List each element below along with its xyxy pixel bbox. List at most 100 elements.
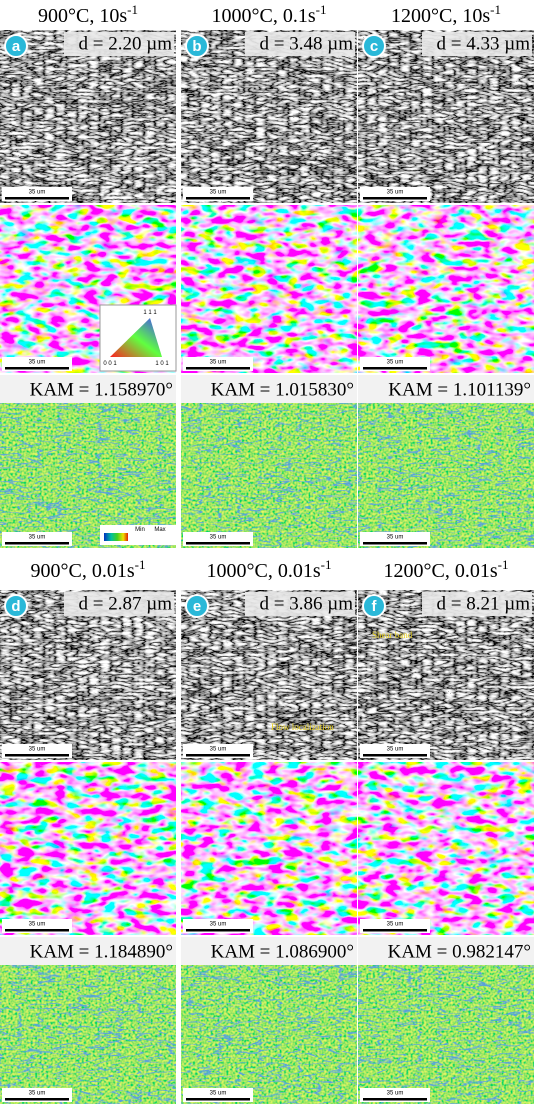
- panel-label: c: [370, 38, 378, 55]
- kam-value: KAM = 1.101139°: [388, 379, 531, 400]
- ipf-legend-label: 0 0 1: [103, 361, 117, 367]
- panel-title-exponent: -1: [321, 557, 332, 572]
- kam-label-bg: [0, 937, 176, 965]
- scale-bar-label: 35 um: [387, 1091, 404, 1097]
- panel-title-text: 900°C, 0.01s: [31, 560, 135, 582]
- scale-bar-label: 35 um: [387, 190, 404, 196]
- panel-label: b: [192, 38, 201, 55]
- scale-bar: [186, 1098, 250, 1101]
- panel-label: e: [193, 598, 201, 615]
- scale-bar-label: 35 um: [210, 535, 227, 541]
- sem-image: [0, 590, 176, 760]
- kam-value: KAM = 1.086900°: [211, 941, 354, 962]
- scale-bar: [363, 754, 427, 757]
- ipf-legend-triangle: [110, 318, 162, 357]
- grain-size: d = 8.21 µm: [437, 593, 531, 614]
- panel-title-text: 1200°C, 0.01s: [384, 560, 498, 582]
- panel-title: 900°C, 10s-1: [38, 2, 138, 27]
- kam-label-bg: [358, 937, 534, 965]
- panel-label: a: [12, 38, 21, 55]
- panel-title: 900°C, 0.01s-1: [31, 557, 146, 582]
- scale-bar: [363, 929, 427, 932]
- panel-label-badge: [362, 34, 386, 58]
- scale-bar-label: 35 um: [29, 1091, 46, 1097]
- grain-size-bg: [245, 32, 355, 56]
- ipf-legend-label: 1 0 1: [155, 361, 169, 367]
- grain-size: d = 3.86 µm: [260, 593, 354, 614]
- grain-size-bg: [64, 592, 174, 616]
- sem-image: [181, 30, 357, 203]
- panel-title-exponent: -1: [490, 2, 501, 17]
- scale-bar: [5, 754, 69, 757]
- scale-bar-label: 35 um: [29, 360, 46, 366]
- scale-bar-label: 35 um: [210, 922, 227, 928]
- scale-bar-label: 35 um: [29, 922, 46, 928]
- scale-bar-label: 35 um: [387, 535, 404, 541]
- scale-bar: [363, 197, 427, 200]
- kam-legend-max: Max: [154, 527, 165, 533]
- panel-title: 1000°C, 0.1s-1: [212, 2, 327, 27]
- panel-label-badge: [4, 34, 28, 58]
- sem-image: [181, 590, 357, 760]
- sem-image: [358, 590, 534, 760]
- kam-value: KAM = 0.982147°: [388, 941, 531, 962]
- kam-value: KAM = 1.158970°: [30, 379, 173, 400]
- kam-label-bg: [358, 375, 534, 403]
- panel-label-badge: [185, 34, 209, 58]
- grain-size: d = 4.33 µm: [437, 33, 531, 54]
- scale-bar-label: 35 um: [210, 1091, 227, 1097]
- kam-legend-min: Min: [135, 527, 145, 533]
- panel-title: 1000°C, 0.01s-1: [207, 557, 332, 582]
- scale-bar-label: 35 um: [387, 360, 404, 366]
- kam-label-bg: [181, 375, 357, 403]
- grain-size-bg: [245, 592, 355, 616]
- grain-size-bg: [422, 592, 532, 616]
- ipf-map: [358, 205, 534, 373]
- panel-title-text: 1000°C, 0.1s: [212, 5, 316, 27]
- panel-label: f: [372, 598, 378, 615]
- scale-bar: [363, 1098, 427, 1101]
- ipf-legend-label: 1 1 1: [143, 310, 157, 316]
- ipf-map: [181, 762, 357, 935]
- scale-bar: [363, 542, 427, 545]
- scale-bar: [186, 929, 250, 932]
- scale-bar-label: 35 um: [210, 360, 227, 366]
- scale-bar: [5, 197, 69, 200]
- ipf-map: [0, 762, 176, 935]
- grain-size: d = 3.48 µm: [260, 33, 354, 54]
- grain-size-bg: [422, 32, 532, 56]
- panel-title-exponent: -1: [498, 557, 509, 572]
- panel-title-exponent: -1: [127, 2, 138, 17]
- sem-image: [358, 30, 534, 203]
- scale-bar: [186, 197, 250, 200]
- kam-map: [0, 375, 176, 548]
- scale-bar-label: 35 um: [210, 747, 227, 753]
- kam-label-bg: [0, 375, 176, 403]
- kam-label-bg: [181, 937, 357, 965]
- panel-title-text: 1200°C, 10s: [391, 5, 490, 27]
- kam-map: [181, 375, 357, 548]
- annotation: Flow localization: [271, 722, 334, 732]
- kam-value: KAM = 1.015830°: [211, 379, 354, 400]
- scale-bar: [186, 542, 250, 545]
- sem-image: [0, 30, 176, 203]
- panel-label-badge: [362, 594, 386, 618]
- scale-bar: [5, 367, 69, 370]
- panel-title: 1200°C, 0.01s-1: [384, 557, 509, 582]
- panel-title-text: 1000°C, 0.01s: [207, 560, 321, 582]
- kam-map: [358, 375, 534, 548]
- panel-title-text: 900°C, 10s: [38, 5, 127, 27]
- panel-title-exponent: -1: [316, 2, 327, 17]
- ipf-map: [181, 205, 357, 373]
- grain-size: d = 2.20 µm: [79, 33, 173, 54]
- scale-bar: [5, 1098, 69, 1101]
- kam-legend-bar: [104, 533, 128, 541]
- scale-bar: [186, 754, 250, 757]
- scale-bar-label: 35 um: [29, 747, 46, 753]
- scale-bar: [5, 542, 69, 545]
- panel-title-exponent: -1: [135, 557, 146, 572]
- panel-title: 1200°C, 10s-1: [391, 2, 501, 27]
- scale-bar-label: 35 um: [387, 747, 404, 753]
